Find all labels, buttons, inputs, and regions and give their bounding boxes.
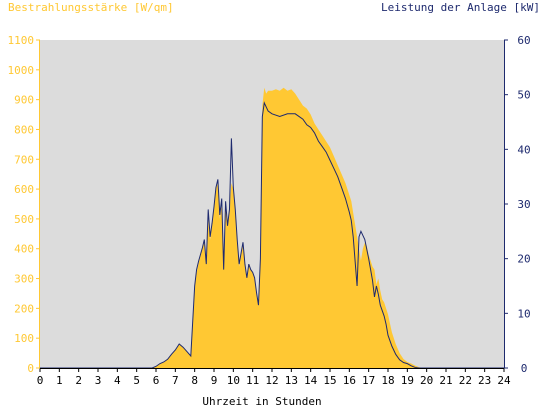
x-tick-label: 13: [285, 374, 298, 387]
y-left-tick-label: 700: [14, 153, 34, 166]
y-left-tick-label: 1100: [8, 34, 35, 47]
x-axis-ticks: 0 1 2 3 4 5 6 7 8 9 10 11 12 13 14 15 16 17 18 19 20 21 22 23 24: [37, 368, 511, 387]
x-tick-label: 21: [439, 374, 452, 387]
power-line: [40, 101, 504, 369]
x-tick-label: 23: [478, 374, 491, 387]
x-tick-label: 3: [95, 374, 102, 387]
x-tick-label: 5: [133, 374, 140, 387]
y-right-tick-label: 60: [517, 34, 530, 47]
x-tick-label: 16: [343, 374, 356, 387]
x-tick-label: 7: [172, 374, 179, 387]
y-right-tick-label: 10: [517, 307, 530, 320]
x-tick-label: 4: [114, 374, 121, 387]
irradiance-area: [40, 87, 504, 369]
chart-title-right: Leistung der Anlage [kW]: [381, 1, 540, 14]
x-tick-label: 22: [459, 374, 472, 387]
chart-title-left: Bestrahlungsstärke [W/qm]: [8, 1, 174, 14]
y-left-tick-label: 0: [27, 362, 34, 375]
x-tick-label: 9: [211, 374, 218, 387]
y-left-tick-label: 300: [14, 273, 34, 286]
y-right-tick-label: 50: [517, 89, 530, 102]
x-tick-label: 11: [246, 374, 259, 387]
x-tick-label: 2: [75, 374, 82, 387]
y-axis-right-ticks: 0 10 20 30 40 50 60: [504, 34, 531, 375]
x-tick-label: 6: [153, 374, 160, 387]
y-left-tick-label: 100: [14, 332, 34, 345]
x-tick-label: 24: [497, 374, 511, 387]
x-tick-label: 18: [381, 374, 394, 387]
x-tick-label: 19: [401, 374, 414, 387]
y-left-tick-label: 200: [14, 302, 34, 315]
x-tick-label: 17: [362, 374, 375, 387]
x-tick-label: 10: [227, 374, 240, 387]
y-axis-left-ticks: 0 100 200 300 400 500 600 700 800 900 1000 1100: [8, 34, 40, 375]
x-axis-label: Uhrzeit in Stunden: [202, 395, 321, 408]
x-tick-label: 12: [265, 374, 278, 387]
y-left-tick-label: 500: [14, 213, 34, 226]
y-left-tick-label: 900: [14, 94, 34, 107]
x-tick-label: 0: [37, 374, 44, 387]
y-left-tick-label: 1000: [8, 64, 35, 77]
y-right-tick-label: 20: [517, 253, 530, 266]
y-left-tick-label: 600: [14, 183, 34, 196]
x-tick-label: 14: [304, 374, 318, 387]
x-tick-label: 8: [191, 374, 198, 387]
x-tick-label: 15: [323, 374, 336, 387]
y-right-tick-label: 30: [517, 198, 530, 211]
y-right-tick-label: 0: [521, 362, 528, 375]
y-left-tick-label: 800: [14, 123, 34, 136]
x-tick-label: 20: [420, 374, 433, 387]
y-left-tick-label: 400: [14, 243, 34, 256]
y-right-tick-label: 40: [517, 143, 530, 156]
x-tick-label: 1: [56, 374, 63, 387]
